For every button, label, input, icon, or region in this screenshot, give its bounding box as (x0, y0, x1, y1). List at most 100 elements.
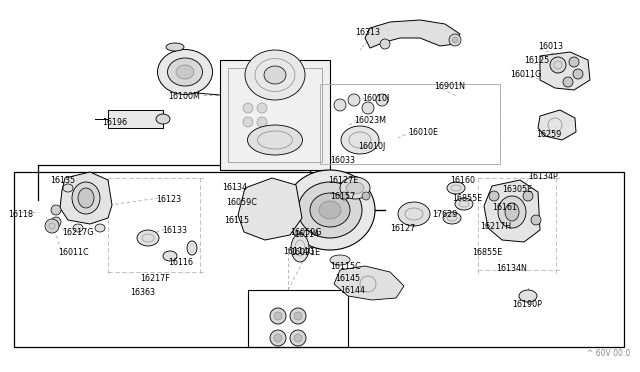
Text: 16190P: 16190P (512, 300, 542, 309)
Text: 16059C: 16059C (226, 198, 257, 207)
Ellipse shape (519, 290, 537, 302)
Circle shape (274, 334, 282, 342)
Text: 16134: 16134 (222, 183, 247, 192)
Ellipse shape (137, 230, 159, 246)
Text: 16363: 16363 (130, 288, 155, 297)
Ellipse shape (78, 188, 94, 208)
Text: 16160: 16160 (450, 176, 475, 185)
Text: 16011G: 16011G (510, 70, 541, 79)
Circle shape (550, 57, 566, 73)
Text: 16855E: 16855E (472, 248, 502, 257)
Circle shape (376, 94, 388, 106)
Ellipse shape (398, 202, 430, 226)
Text: 16144: 16144 (340, 286, 365, 295)
Polygon shape (365, 20, 460, 48)
Ellipse shape (319, 201, 341, 219)
Bar (320, 84, 500, 164)
Ellipse shape (72, 182, 100, 214)
Text: 16901N: 16901N (434, 82, 465, 91)
Text: 16133: 16133 (162, 226, 187, 235)
Polygon shape (60, 172, 112, 224)
Circle shape (243, 117, 253, 127)
Text: 16033: 16033 (330, 156, 355, 165)
Ellipse shape (163, 251, 177, 261)
Text: 16127E: 16127E (328, 176, 358, 185)
Text: 16115C: 16115C (330, 262, 361, 271)
Circle shape (243, 103, 253, 113)
Circle shape (449, 34, 461, 46)
Ellipse shape (505, 203, 519, 221)
Text: 16134N: 16134N (496, 264, 527, 273)
Text: 16125: 16125 (524, 56, 549, 65)
Text: 16196: 16196 (102, 118, 127, 127)
Circle shape (362, 192, 370, 200)
Circle shape (270, 330, 286, 346)
Text: 17629: 17629 (432, 210, 458, 219)
Circle shape (569, 57, 579, 67)
Text: 16127: 16127 (390, 224, 415, 233)
Text: 16217H: 16217H (480, 222, 511, 231)
Text: 16313: 16313 (355, 28, 380, 37)
Circle shape (45, 219, 59, 233)
Bar (14, 172, 624, 347)
Text: 16161: 16161 (492, 203, 517, 212)
Text: 16217F: 16217F (140, 274, 170, 283)
Ellipse shape (310, 193, 350, 227)
Polygon shape (484, 180, 540, 242)
Ellipse shape (291, 234, 309, 262)
Ellipse shape (63, 184, 73, 192)
Circle shape (51, 205, 61, 215)
Circle shape (290, 330, 306, 346)
Text: 16115: 16115 (224, 216, 249, 225)
Circle shape (380, 39, 390, 49)
Circle shape (523, 191, 533, 201)
Ellipse shape (447, 182, 465, 194)
Circle shape (563, 77, 573, 87)
Text: 16023M: 16023M (354, 116, 386, 125)
Text: 16059G: 16059G (290, 228, 321, 237)
Text: 16135: 16135 (50, 176, 75, 185)
Text: 16145: 16145 (335, 274, 360, 283)
Text: 16013: 16013 (538, 42, 563, 51)
Circle shape (489, 191, 499, 201)
Circle shape (340, 192, 348, 200)
Text: 16134P: 16134P (528, 172, 557, 181)
Circle shape (334, 99, 346, 111)
Ellipse shape (95, 224, 105, 232)
Circle shape (257, 103, 267, 113)
Text: 16010E: 16010E (408, 128, 438, 137)
Bar (248, 290, 348, 347)
Ellipse shape (298, 182, 362, 238)
Ellipse shape (73, 224, 83, 232)
Text: 16217G: 16217G (62, 228, 93, 237)
Text: 16010J: 16010J (362, 94, 389, 103)
Ellipse shape (248, 125, 303, 155)
Bar (108, 110, 163, 128)
Polygon shape (238, 178, 302, 240)
Circle shape (290, 308, 306, 324)
Ellipse shape (455, 198, 473, 210)
Text: 16118: 16118 (8, 210, 33, 219)
Text: 16855E: 16855E (452, 194, 483, 203)
Text: 16123: 16123 (156, 195, 181, 204)
Circle shape (362, 102, 374, 114)
Ellipse shape (498, 196, 526, 228)
Polygon shape (334, 266, 404, 300)
Text: 16305E: 16305E (502, 185, 532, 194)
Text: 16157: 16157 (330, 192, 355, 201)
Polygon shape (540, 52, 590, 90)
Ellipse shape (330, 255, 350, 265)
Circle shape (348, 94, 360, 106)
Polygon shape (538, 110, 576, 140)
Circle shape (573, 69, 583, 79)
Ellipse shape (245, 50, 305, 100)
Text: 16021E: 16021E (290, 248, 320, 257)
Bar (220, 60, 330, 170)
Text: 16116: 16116 (168, 258, 193, 267)
Ellipse shape (157, 49, 212, 94)
Text: 16011C: 16011C (58, 248, 88, 257)
Ellipse shape (168, 58, 202, 86)
Ellipse shape (443, 212, 461, 224)
Text: 16114G: 16114G (283, 247, 314, 256)
Circle shape (294, 334, 302, 342)
